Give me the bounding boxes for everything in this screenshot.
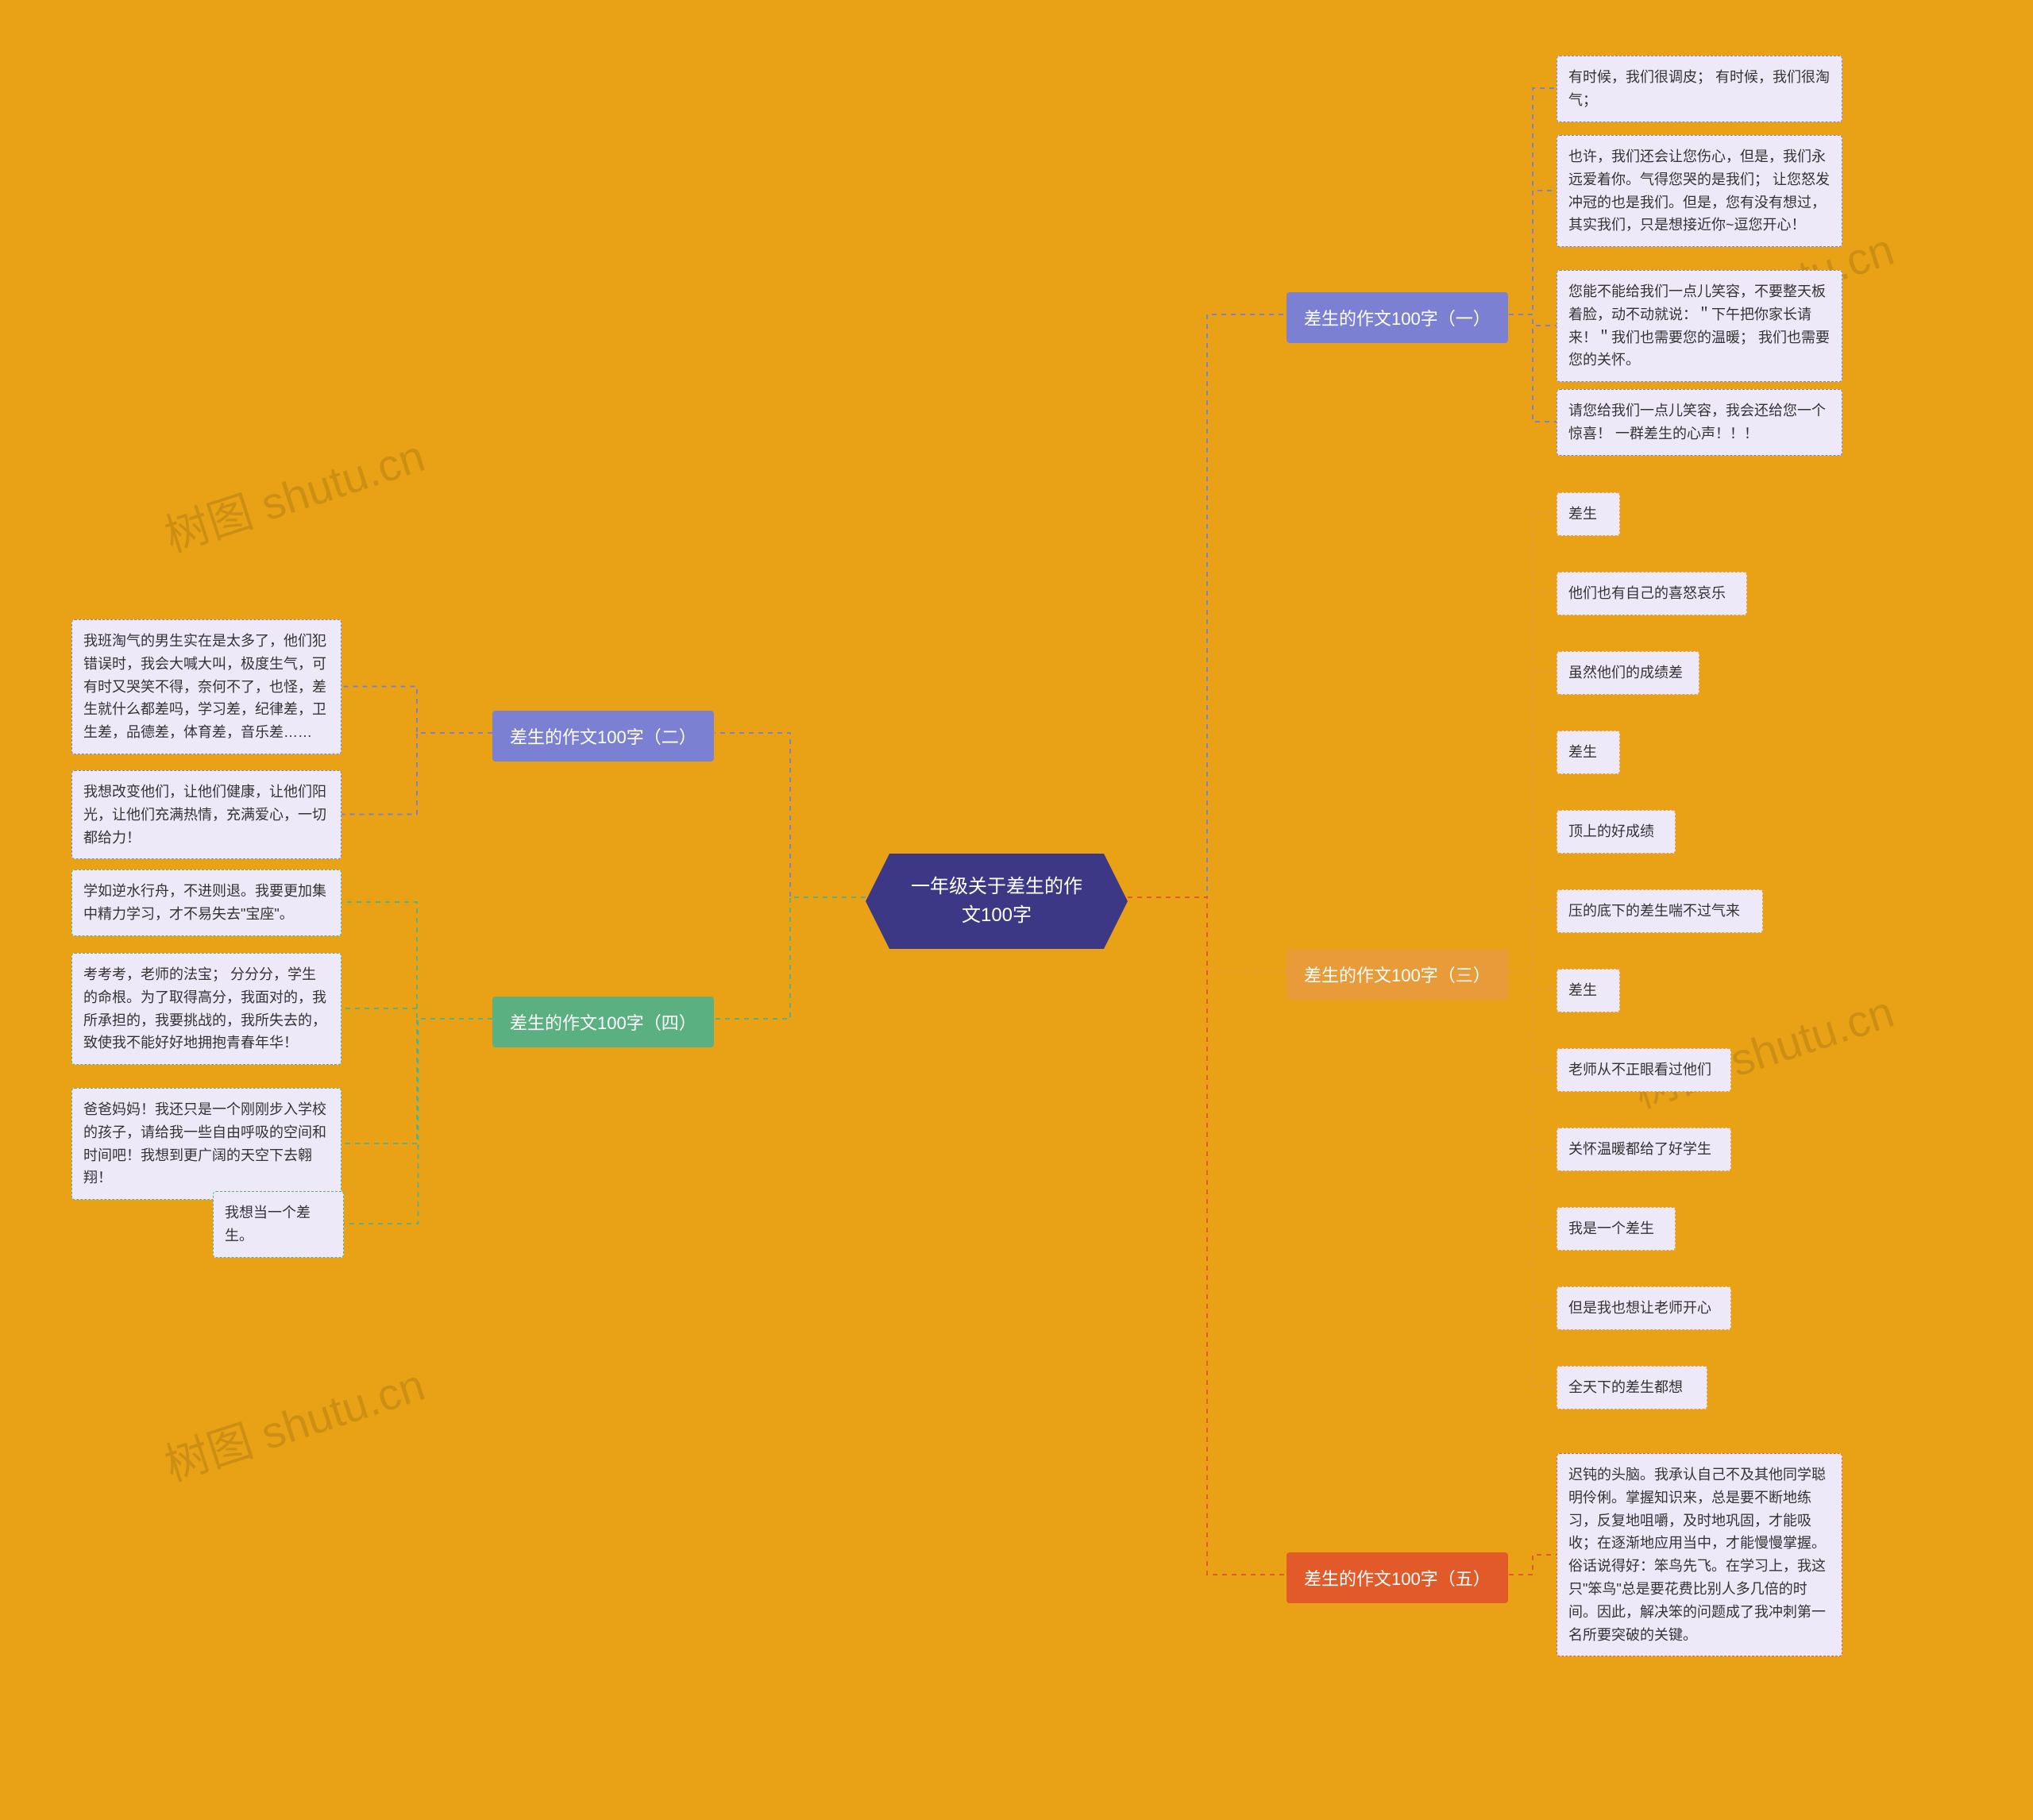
leaf-node: 全天下的差生都想	[1557, 1366, 1707, 1409]
branch-node: 差生的作文100字（三）	[1287, 949, 1508, 1000]
branch-node: 差生的作文100字（五）	[1287, 1552, 1508, 1603]
leaf-node: 老师从不正眼看过他们	[1557, 1048, 1731, 1092]
leaf-node: 我想当一个差生。	[213, 1191, 344, 1258]
leaf-node: 差生	[1557, 492, 1620, 536]
leaf-node: 关怀温暖都给了好学生	[1557, 1128, 1731, 1171]
center-node: 一年级关于差生的作文100字	[889, 854, 1104, 949]
leaf-node: 请您给我们一点儿笑容，我会还给您一个惊喜！ 一群差生的心声！！！	[1557, 389, 1842, 456]
leaf-node: 我想改变他们，让他们健康，让他们阳光，让他们充满热情，充满爱心，一切都给力！	[71, 770, 341, 859]
center-text: 一年级关于差生的作文100字	[911, 876, 1082, 926]
leaf-node: 他们也有自己的喜怒哀乐	[1557, 572, 1747, 615]
leaf-node: 我班淘气的男生实在是太多了，他们犯错误时，我会大喊大叫，极度生气，可有时又哭笑不…	[71, 619, 341, 754]
leaf-node: 我是一个差生	[1557, 1207, 1676, 1251]
watermark: 树图 shutu.cn	[156, 421, 432, 565]
leaf-node: 但是我也想让老师开心	[1557, 1286, 1731, 1330]
leaf-node: 也许，我们还会让您伤心，但是，我们永远爱着你。气得您哭的是我们； 让您怒发冲冠的…	[1557, 135, 1842, 247]
leaf-node: 考考考，老师的法宝； 分分分，学生的命根。为了取得高分，我面对的，我所承担的，我…	[71, 953, 341, 1065]
branch-node: 差生的作文100字（二）	[492, 711, 714, 762]
leaf-node: 学如逆水行舟，不进则退。我要更加集中精力学习，才不易失去"宝座"。	[71, 870, 341, 936]
leaf-node: 差生	[1557, 731, 1620, 774]
branch-node: 差生的作文100字（四）	[492, 997, 714, 1047]
leaf-node: 有时候，我们很调皮； 有时候，我们很淘气；	[1557, 56, 1842, 122]
leaf-node: 您能不能给我们一点儿笑容，不要整天板着脸，动不动就说：＂下午把你家长请来！＂我们…	[1557, 270, 1842, 382]
leaf-node: 爸爸妈妈！我还只是一个刚刚步入学校的孩子，请给我一些自由呼吸的空间和时间吧！我想…	[71, 1088, 341, 1200]
leaf-node: 压的底下的差生喘不过气来	[1557, 889, 1763, 933]
leaf-node: 顶上的好成绩	[1557, 810, 1676, 854]
leaf-node: 虽然他们的成绩差	[1557, 651, 1699, 695]
leaf-node: 迟钝的头脑。我承认自己不及其他同学聪明伶俐。掌握知识来，总是要不断地练习，反复地…	[1557, 1453, 1842, 1656]
watermark: 树图 shutu.cn	[156, 1350, 432, 1494]
leaf-node: 差生	[1557, 969, 1620, 1012]
branch-node: 差生的作文100字（一）	[1287, 292, 1508, 343]
